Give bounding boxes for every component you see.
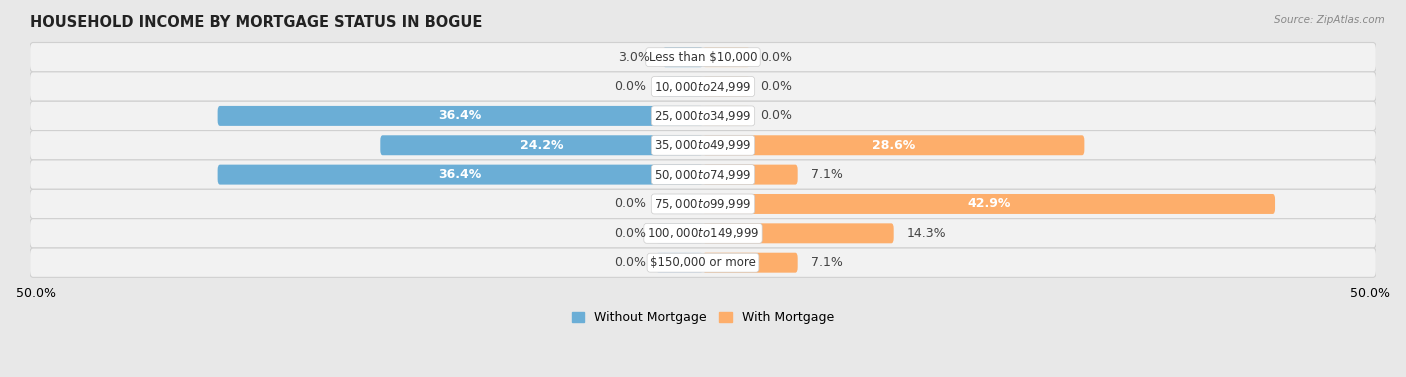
Legend: Without Mortgage, With Mortgage: Without Mortgage, With Mortgage — [567, 306, 839, 329]
FancyBboxPatch shape — [30, 160, 1376, 189]
Text: $10,000 to $24,999: $10,000 to $24,999 — [654, 80, 752, 93]
Text: HOUSEHOLD INCOME BY MORTGAGE STATUS IN BOGUE: HOUSEHOLD INCOME BY MORTGAGE STATUS IN B… — [30, 15, 482, 30]
Text: 42.9%: 42.9% — [967, 198, 1011, 210]
FancyBboxPatch shape — [380, 135, 703, 155]
FancyBboxPatch shape — [30, 43, 1376, 72]
Text: 7.1%: 7.1% — [811, 168, 842, 181]
FancyBboxPatch shape — [30, 219, 1376, 248]
FancyBboxPatch shape — [657, 223, 703, 243]
FancyBboxPatch shape — [703, 135, 1084, 155]
Text: 0.0%: 0.0% — [761, 109, 793, 123]
FancyBboxPatch shape — [657, 194, 703, 214]
FancyBboxPatch shape — [657, 77, 703, 97]
Text: $100,000 to $149,999: $100,000 to $149,999 — [647, 226, 759, 240]
Text: $75,000 to $99,999: $75,000 to $99,999 — [654, 197, 752, 211]
Text: 0.0%: 0.0% — [613, 198, 645, 210]
FancyBboxPatch shape — [30, 101, 1376, 130]
FancyBboxPatch shape — [703, 223, 894, 243]
Text: 36.4%: 36.4% — [439, 168, 482, 181]
Text: 7.1%: 7.1% — [811, 256, 842, 269]
FancyBboxPatch shape — [703, 47, 749, 67]
Text: $25,000 to $34,999: $25,000 to $34,999 — [654, 109, 752, 123]
Text: $150,000 or more: $150,000 or more — [650, 256, 756, 269]
FancyBboxPatch shape — [30, 248, 1376, 277]
Text: 24.2%: 24.2% — [520, 139, 564, 152]
Text: Source: ZipAtlas.com: Source: ZipAtlas.com — [1274, 15, 1385, 25]
FancyBboxPatch shape — [703, 106, 749, 126]
FancyBboxPatch shape — [30, 189, 1376, 219]
FancyBboxPatch shape — [30, 130, 1376, 160]
FancyBboxPatch shape — [703, 253, 797, 273]
Text: 3.0%: 3.0% — [617, 51, 650, 64]
Text: 0.0%: 0.0% — [613, 80, 645, 93]
Text: 14.3%: 14.3% — [907, 227, 946, 240]
Text: 0.0%: 0.0% — [761, 51, 793, 64]
Text: $50,000 to $74,999: $50,000 to $74,999 — [654, 168, 752, 182]
FancyBboxPatch shape — [703, 194, 1275, 214]
Text: 0.0%: 0.0% — [613, 227, 645, 240]
Text: Less than $10,000: Less than $10,000 — [648, 51, 758, 64]
FancyBboxPatch shape — [703, 77, 749, 97]
FancyBboxPatch shape — [218, 165, 703, 185]
FancyBboxPatch shape — [218, 106, 703, 126]
Text: 0.0%: 0.0% — [761, 80, 793, 93]
FancyBboxPatch shape — [30, 72, 1376, 101]
Text: 28.6%: 28.6% — [872, 139, 915, 152]
Text: 36.4%: 36.4% — [439, 109, 482, 123]
FancyBboxPatch shape — [703, 165, 797, 185]
Text: 0.0%: 0.0% — [613, 256, 645, 269]
FancyBboxPatch shape — [664, 47, 703, 67]
Text: $35,000 to $49,999: $35,000 to $49,999 — [654, 138, 752, 152]
FancyBboxPatch shape — [657, 253, 703, 273]
